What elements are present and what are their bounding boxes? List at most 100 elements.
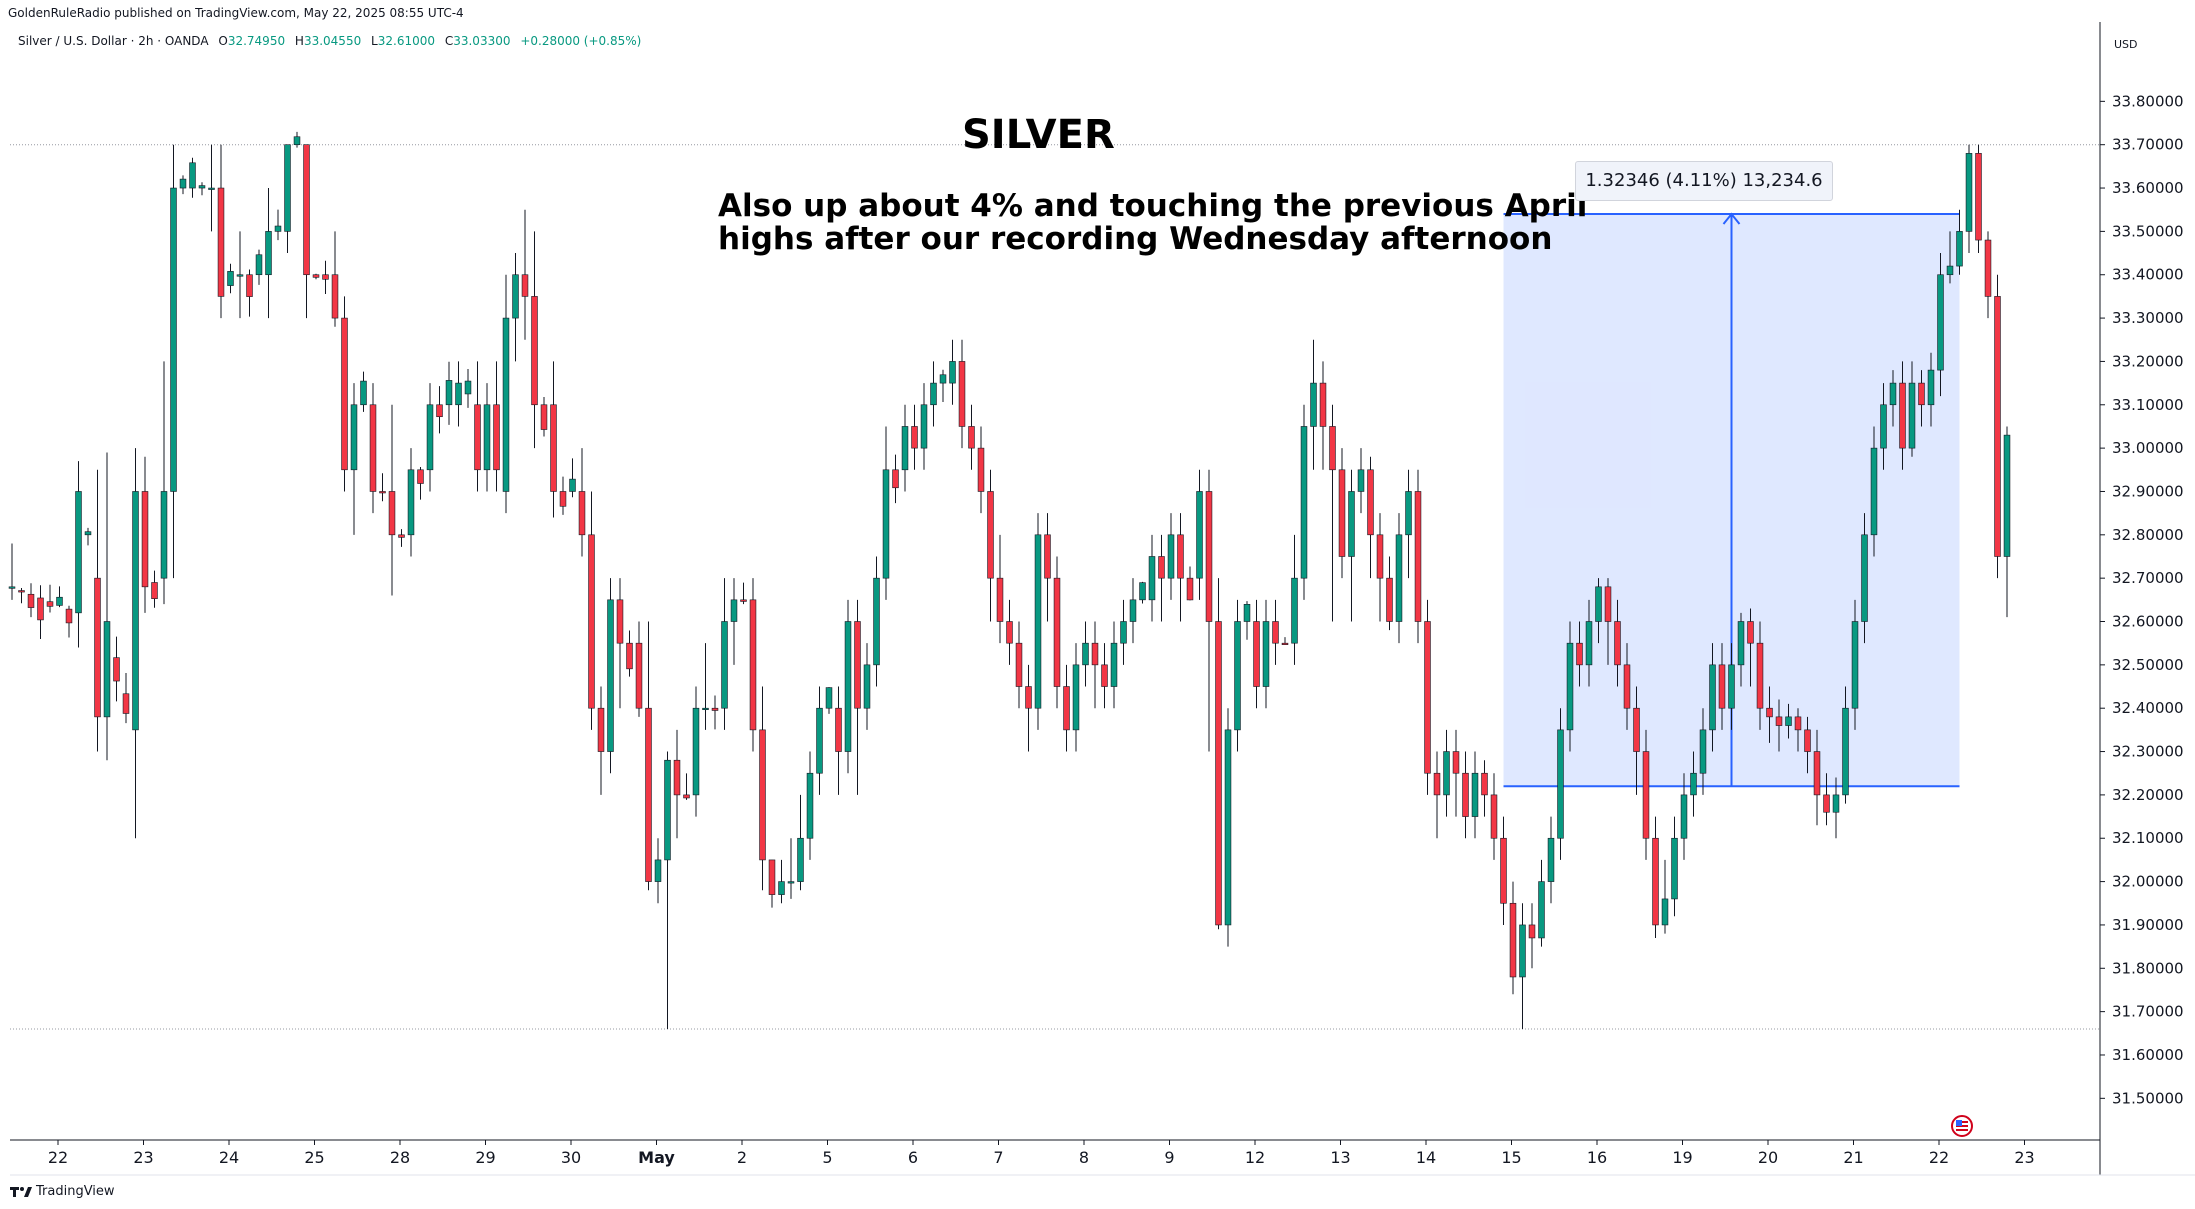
candle[interactable] [493, 361, 500, 492]
candle[interactable] [559, 476, 567, 515]
candle[interactable] [322, 260, 329, 295]
candle[interactable] [1652, 816, 1659, 938]
candle[interactable] [379, 473, 386, 502]
candle[interactable] [949, 339, 956, 405]
candle[interactable] [1395, 513, 1403, 644]
candle[interactable] [1889, 370, 1897, 427]
candle[interactable] [1443, 729, 1450, 817]
candle[interactable] [1063, 664, 1070, 752]
candle[interactable] [1243, 601, 1251, 640]
candle[interactable] [1025, 664, 1032, 752]
candle[interactable] [1082, 621, 1089, 687]
candle[interactable] [1794, 708, 1802, 752]
candle[interactable] [284, 144, 291, 254]
candle[interactable] [1234, 599, 1241, 752]
candle[interactable] [1348, 469, 1355, 622]
candle[interactable] [18, 588, 25, 604]
candle[interactable] [94, 469, 101, 752]
candle[interactable] [645, 621, 652, 891]
candle[interactable] [464, 369, 472, 408]
candle[interactable] [113, 636, 120, 702]
candle[interactable] [350, 383, 358, 535]
candle[interactable] [1918, 370, 1925, 427]
candle[interactable] [825, 687, 833, 714]
candle[interactable] [1471, 751, 1479, 839]
candle[interactable] [1946, 231, 1954, 284]
candle[interactable] [1870, 426, 1878, 557]
candle[interactable] [692, 686, 700, 817]
candle[interactable] [664, 751, 671, 1029]
candle[interactable] [1737, 612, 1745, 687]
candle[interactable] [1766, 686, 1773, 743]
candle[interactable] [721, 578, 728, 730]
candle[interactable] [1557, 708, 1564, 860]
candle[interactable] [1861, 513, 1868, 644]
candle[interactable] [654, 838, 662, 904]
candle[interactable] [996, 534, 1004, 644]
candle[interactable] [141, 456, 149, 613]
candle[interactable] [227, 263, 234, 294]
candle[interactable] [1310, 339, 1317, 470]
candle[interactable] [1595, 578, 1602, 644]
candle[interactable] [1376, 513, 1384, 622]
candle[interactable] [1661, 859, 1669, 934]
candle[interactable] [151, 570, 158, 608]
candle[interactable] [2003, 426, 2011, 618]
candle[interactable] [1357, 448, 1365, 514]
candle[interactable] [369, 383, 377, 514]
candle[interactable] [1224, 708, 1232, 947]
candle[interactable] [512, 253, 519, 362]
candle[interactable] [844, 599, 852, 774]
candle[interactable] [1253, 599, 1260, 709]
candle[interactable] [1642, 729, 1650, 860]
candle[interactable] [1566, 621, 1574, 752]
candle[interactable] [293, 131, 301, 148]
candle[interactable] [1728, 643, 1735, 730]
candle[interactable] [1386, 556, 1393, 631]
candle[interactable] [977, 426, 985, 514]
candle[interactable] [1927, 352, 1935, 427]
candle[interactable] [236, 231, 244, 319]
candle[interactable] [1139, 581, 1146, 604]
candle[interactable] [56, 586, 63, 608]
candle[interactable] [1006, 599, 1013, 665]
candle[interactable] [626, 630, 633, 677]
candle[interactable] [1585, 599, 1593, 687]
candle[interactable] [1044, 513, 1051, 622]
candle[interactable] [1538, 859, 1545, 947]
candle[interactable] [1500, 816, 1507, 925]
candle[interactable] [939, 369, 947, 402]
candle[interactable] [1072, 643, 1080, 752]
candle[interactable] [65, 605, 73, 638]
candle[interactable] [1319, 361, 1327, 470]
candle[interactable] [122, 673, 130, 724]
flag-icon[interactable] [1950, 1114, 1974, 1138]
candle[interactable] [1338, 448, 1346, 579]
candle[interactable] [1414, 469, 1422, 644]
candle[interactable] [189, 157, 196, 198]
candle[interactable] [1633, 686, 1640, 795]
candle[interactable] [730, 578, 738, 665]
candle[interactable] [778, 859, 785, 904]
candle[interactable] [816, 686, 823, 795]
candle[interactable] [1528, 903, 1536, 969]
candle[interactable] [1329, 404, 1336, 622]
candle[interactable] [407, 448, 415, 557]
candle[interactable] [673, 729, 681, 839]
candle[interactable] [426, 383, 434, 492]
candle[interactable] [768, 859, 776, 908]
candle[interactable] [46, 584, 54, 613]
candle[interactable] [265, 188, 272, 319]
candle[interactable] [635, 621, 643, 717]
candle[interactable] [1680, 773, 1688, 860]
candle[interactable] [217, 144, 225, 319]
candle[interactable] [521, 209, 529, 340]
candle[interactable] [1956, 209, 1963, 275]
candle[interactable] [1462, 751, 1469, 839]
candle[interactable] [1709, 643, 1716, 752]
candle[interactable] [1775, 699, 1783, 752]
candle[interactable] [341, 296, 348, 492]
candle[interactable] [1367, 456, 1374, 579]
candle[interactable] [1490, 773, 1498, 860]
candle[interactable] [740, 582, 747, 605]
